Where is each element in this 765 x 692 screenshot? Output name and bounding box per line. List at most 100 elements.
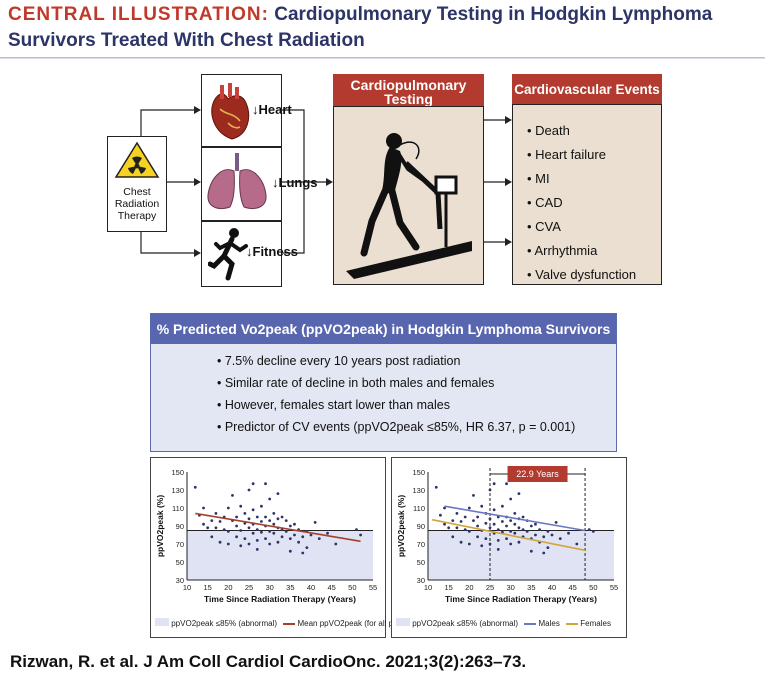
data-point: [521, 515, 525, 519]
legend-mean: Mean ppVO2peak (for all patients): [297, 619, 420, 628]
data-point: [480, 544, 484, 548]
data-point: [255, 548, 259, 551]
summary-title: % Predicted Vo2peak (ppVO2peak) in Hodgk…: [151, 314, 616, 344]
data-point: [226, 542, 230, 546]
data-point: [202, 522, 205, 526]
summary-bullet: • However, females start lower than male…: [217, 398, 450, 412]
data-point: [260, 530, 263, 534]
data-point: [305, 546, 309, 549]
x-tick-label: 25: [245, 583, 253, 592]
data-point: [280, 535, 284, 539]
data-point: [501, 504, 504, 508]
data-point: [276, 492, 280, 495]
data-point: [301, 535, 305, 539]
y-axis-label: ppVO2peak (%): [155, 495, 165, 558]
testing-panel: [333, 106, 484, 285]
trend-line: [431, 518, 586, 552]
x-tick-label: 30: [506, 583, 514, 592]
data-point: [243, 537, 247, 540]
y-axis-label: ppVO2peak (%): [396, 495, 406, 558]
lungs-label: ↓Lungs: [272, 175, 318, 190]
x-tick-label: 35: [527, 583, 535, 592]
chart-by-sex: 30 50 70 90 110 130 150 10 15 20 25 30 35 40 45 50 55 Tim…: [391, 457, 627, 638]
data-point: [546, 530, 550, 533]
data-point: [467, 542, 471, 546]
data-point: [214, 526, 218, 530]
data-point: [359, 533, 362, 537]
data-point: [496, 539, 500, 542]
data-point: [288, 524, 292, 528]
data-point: [587, 528, 591, 531]
x-tick-label: 20: [465, 583, 473, 592]
chart-by-sex-plot: 30 50 70 90 110 130 150 10 15 20 25 30 35 40 45 50 55 Tim…: [396, 466, 618, 604]
y-tick-label: 90: [176, 522, 184, 531]
summary-bullets: • 7.5% decline every 10 years post radia…: [217, 354, 575, 442]
data-point: [434, 485, 438, 489]
header: CENTRAL ILLUSTRATION: Cardiopulmonary Te…: [0, 0, 765, 59]
trend-line: [444, 505, 586, 532]
lungs-icon: [207, 153, 267, 209]
legend-abnormal: ppVO2peak ≤85% (abnormal): [412, 619, 519, 628]
data-point: [268, 542, 272, 546]
chart-all-legend: ppVO2peak ≤85% (abnormal) Mean ppVO2peak…: [155, 618, 419, 628]
data-point: [231, 494, 234, 497]
x-tick-label: 55: [369, 583, 377, 592]
data-point: [463, 515, 467, 519]
data-point: [334, 542, 338, 546]
abnormal-swatch: [155, 618, 169, 626]
data-point: [476, 524, 479, 528]
y-tick-label: 70: [176, 540, 184, 549]
summary-bullet: • Predictor of CV events (ppVO2peak ≤85%…: [217, 420, 576, 434]
chest-radiation-box: Chest Radiation Therapy: [107, 136, 167, 232]
data-point: [591, 530, 595, 533]
data-point: [218, 540, 222, 544]
x-tick-label: 10: [424, 583, 432, 592]
x-tick-label: 45: [568, 583, 576, 592]
header-title: Cardiopulmonary Testing in Hodgkin Lymph…: [274, 4, 713, 25]
x-tick-label: 45: [327, 583, 335, 592]
data-point: [239, 529, 243, 532]
y-tick-label: 30: [417, 576, 425, 585]
data-point: [517, 540, 521, 544]
data-point: [247, 517, 251, 521]
data-point: [439, 513, 442, 517]
x-axis-label: Time Since Radiation Therapy (Years): [445, 594, 597, 604]
data-point: [513, 512, 517, 515]
data-point: [255, 515, 259, 519]
y-tick-label: 70: [417, 540, 425, 549]
data-point: [202, 506, 205, 510]
y-tick-label: 110: [413, 504, 425, 513]
summary-box: % Predicted Vo2peak (ppVO2peak) in Hodgk…: [150, 313, 617, 452]
x-tick-label: 25: [486, 583, 494, 592]
flow-connectors: [140, 106, 512, 257]
data-point: [239, 504, 243, 508]
data-point: [513, 531, 517, 535]
data-point: [355, 528, 358, 531]
data-point: [567, 531, 570, 535]
events-panel: • Death • Heart failure • MI • CAD • CVA • Ar…: [512, 104, 662, 285]
data-point: [513, 522, 517, 526]
data-point: [476, 535, 479, 539]
events-list: • Death • Heart failure • MI • CAD • CVA • Ar…: [527, 119, 636, 287]
data-point: [206, 526, 210, 530]
data-point: [509, 497, 513, 501]
runner-icon: [208, 228, 248, 281]
data-point: [193, 485, 197, 489]
females-swatch: [566, 622, 579, 625]
x-tick-label: 55: [610, 583, 618, 592]
data-point: [550, 533, 554, 537]
annotation-box: [507, 466, 568, 482]
chart-all-patients: 30 50 70 90 110 130 150 10 15 20 25 30 35 40 45 50 55 Tim…: [150, 457, 419, 638]
x-tick-label: 40: [548, 583, 556, 592]
data-point: [509, 542, 513, 546]
data-point: [521, 528, 525, 531]
data-point: [463, 528, 467, 531]
data-point: [268, 530, 272, 533]
data-point: [575, 542, 579, 546]
summary-bullet: • Similar rate of decline in both males …: [217, 376, 495, 390]
trend-line: [195, 512, 361, 543]
y-tick-label: 130: [412, 486, 425, 495]
data-point: [501, 520, 504, 523]
data-point: [301, 551, 305, 555]
data-point: [472, 519, 475, 522]
